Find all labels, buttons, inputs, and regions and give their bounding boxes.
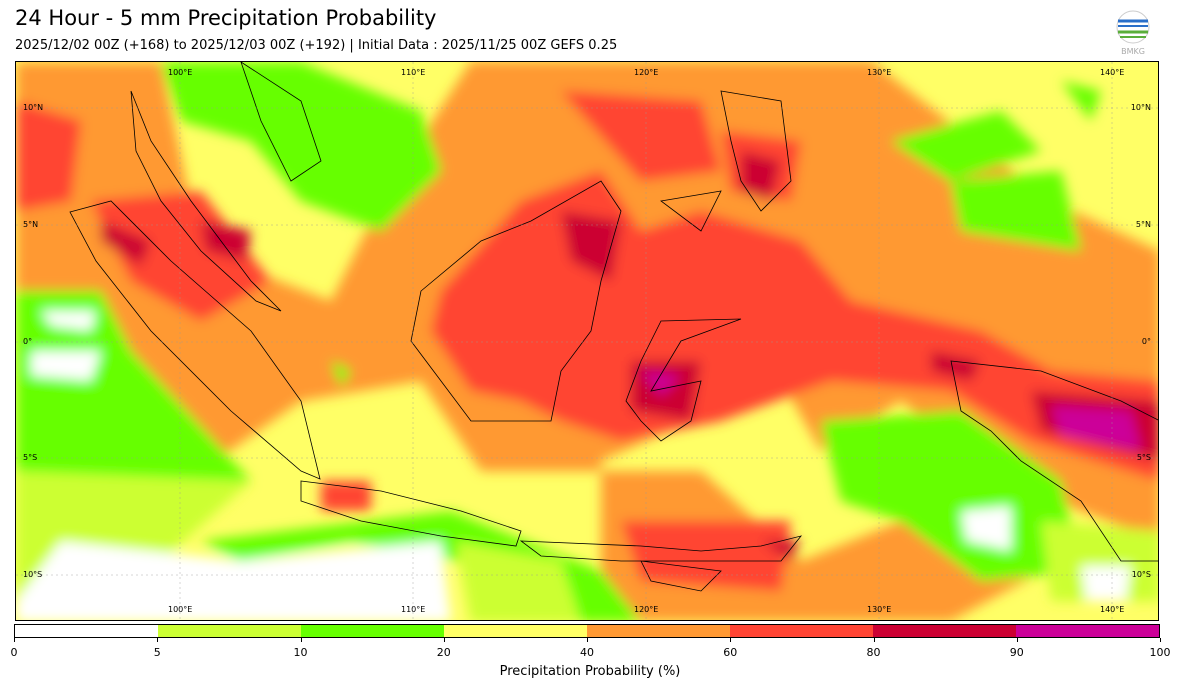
colorbar-segment [730,625,873,637]
page-title: 24 Hour - 5 mm Precipitation Probability [15,6,437,30]
lat-label-right: 0° [1141,337,1151,346]
lat-label-right: 10°S [1131,570,1151,579]
sumatra-outline [69,200,321,480]
red-area [16,91,1158,591]
no-rain-area [16,311,1131,620]
colorbar-tick-mark [14,638,15,642]
probability-field [16,62,1158,620]
colorbar-tick-label: 20 [436,646,451,659]
lon-label-top: 110°E [401,68,426,77]
colorbar-segment [15,625,158,637]
lon-label-bottom: 110°E [401,605,426,614]
colorbar-segment [1016,625,1159,637]
colorbar-tick-mark [1016,638,1018,642]
lat-label-right: 5°N [1135,220,1151,229]
lat-label-left: 0° [23,337,33,346]
indochina-outline [240,62,322,182]
colorbar-label: Precipitation Probability (%) [499,664,681,679]
sulawesi-outline [625,318,742,442]
lat-label-right: 5°S [1136,453,1151,462]
java-outline [300,480,522,547]
lat-label-left: 10°N [23,103,44,112]
lon-label-bottom: 120°E [634,605,659,614]
colorbar [14,624,1160,638]
svg-text:BMKG: BMKG [1121,47,1145,56]
precipitation-map: 100°E 110°E 120°E 130°E 140°E 100°E 110°… [15,61,1159,621]
colorbar-segment [301,625,444,637]
borneo-outline [410,180,622,422]
colorbar-tick-label: 10 [293,646,308,659]
gridlines [16,62,1158,620]
colorbar-tick-mark [300,638,302,642]
green-area [16,62,1101,620]
new-guinea-outline [950,360,1158,562]
colorbar-tick-mark [157,638,159,642]
colorbar-tick-label: 80 [866,646,881,659]
lat-label-right: 10°N [1130,103,1151,112]
colorbar-tick-label: 90 [1009,646,1024,659]
lon-label-top: 140°E [1100,68,1125,77]
lon-label-bottom: 130°E [867,605,892,614]
colorbar-tick-mark [587,638,588,642]
colorbar-tick-label: 0 [10,646,18,659]
colorbar-tick-label: 60 [723,646,738,659]
page-subtitle: 2025/12/02 00Z (+168) to 2025/12/03 00Z … [15,38,618,53]
colorbar-tick-label: 40 [580,646,594,659]
lon-label-top: 120°E [634,68,659,77]
colorbar-tick-mark [873,638,875,642]
colorbar-segment [873,625,1016,637]
lat-label-left: 10°S [23,570,43,579]
coastlines [69,62,1158,592]
light-green-area [16,471,1158,620]
lat-label-left: 5°N [23,220,39,229]
colorbar-segment [587,625,730,637]
malay-peninsula-outline [130,90,282,312]
lon-label-bottom: 140°E [1100,605,1125,614]
bmkg-logo: BMKG [1116,10,1150,56]
colorbar-tick-mark [443,638,445,642]
philippines-outline [660,90,792,232]
lesser-sunda-outline [519,535,803,592]
lon-label-top: 130°E [867,68,892,77]
colorbar-tick-mark [1160,638,1161,642]
lon-label-top: 100°E [168,68,193,77]
colorbar-segment [158,625,301,637]
dark-red-area [101,151,1158,561]
colorbar-tick-mark [730,638,732,642]
lat-label-left: 5°S [23,453,38,462]
colorbar-tick-label: 100 [1149,646,1171,659]
colorbar-segment [444,625,587,637]
colorbar-tick-label: 5 [153,646,161,659]
lon-label-bottom: 100°E [168,605,193,614]
